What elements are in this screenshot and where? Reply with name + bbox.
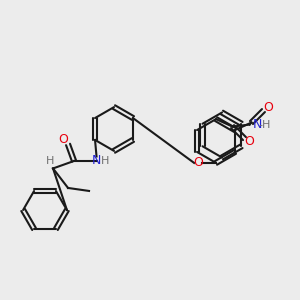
Text: H: H (101, 156, 109, 166)
Text: N: N (92, 154, 101, 167)
Text: N: N (252, 118, 262, 131)
Text: O: O (58, 133, 68, 146)
Text: O: O (193, 156, 203, 169)
Text: O: O (244, 135, 254, 148)
Text: H: H (46, 156, 54, 166)
Text: -H: -H (259, 120, 271, 130)
Text: O: O (263, 101, 273, 114)
